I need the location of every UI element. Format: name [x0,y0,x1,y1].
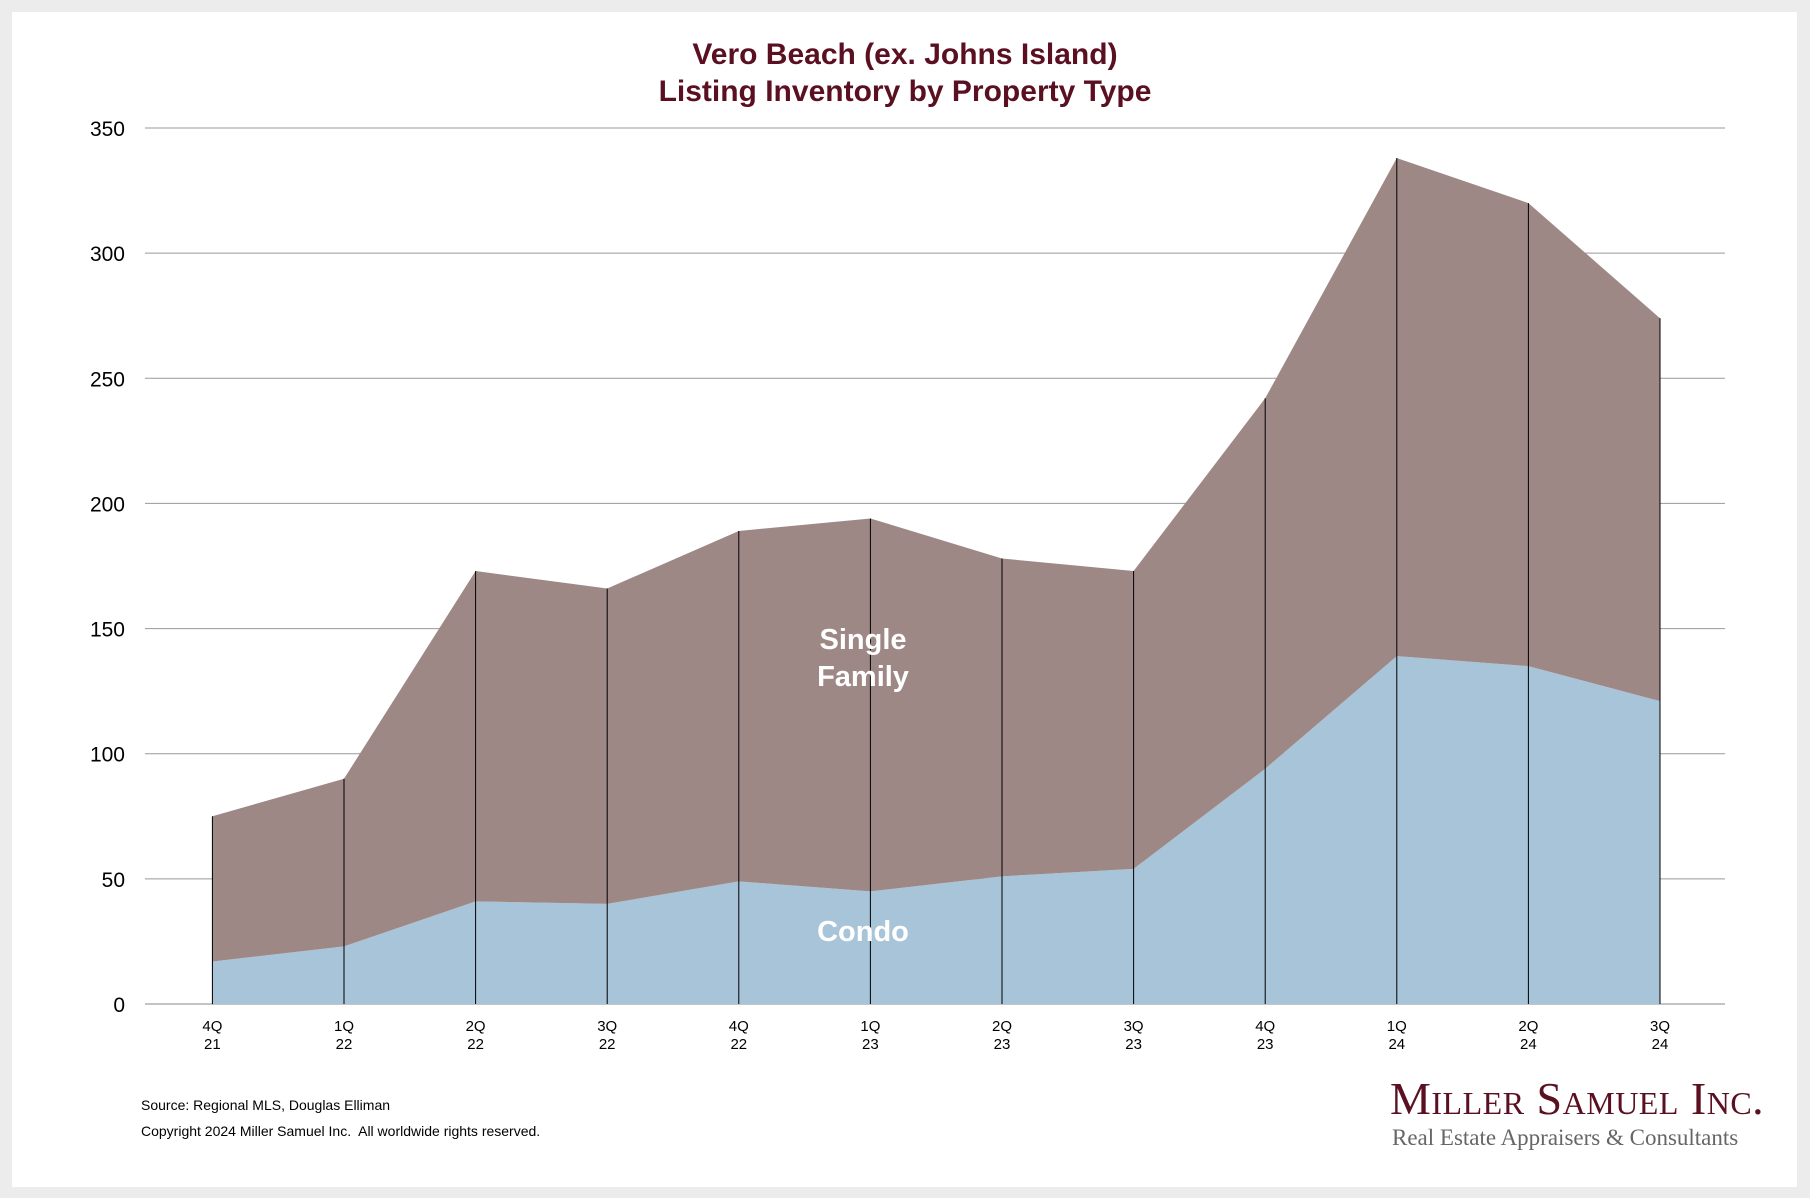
x-tick-label: 4Q [729,1018,749,1035]
x-tick-label: 4Q [202,1018,222,1035]
x-tick-label: 4Q [1255,1018,1275,1035]
x-tick-label: 23 [1125,1036,1142,1053]
company-logo-tagline: Real Estate Appraisers & Consultants [1392,1125,1739,1150]
title-line-1: Vero Beach (ex. Johns Island) [692,38,1118,71]
chart-title: Vero Beach (ex. Johns Island) Listing In… [0,36,1810,110]
copyright-note: Copyright 2024 Miller Samuel Inc. All wo… [141,1123,541,1139]
x-tick-label: 3Q [597,1018,617,1035]
y-tick-label: 100 [90,744,125,767]
x-tick-label: 2Q [466,1018,486,1035]
x-tick-label: 22 [336,1036,353,1053]
x-tick-label: 23 [1257,1036,1274,1053]
x-tick-label: 22 [730,1036,747,1053]
x-tick-label: 23 [862,1036,879,1053]
area-single-family [212,158,1660,962]
x-tick-label: 24 [1652,1036,1669,1053]
single-family-label: Family [817,661,909,693]
y-tick-label: 250 [90,368,125,391]
y-tick-label: 50 [102,869,125,892]
x-tick-label: 24 [1520,1036,1537,1053]
y-tick-label: 300 [90,243,125,266]
x-tick-label: 22 [467,1036,484,1053]
company-logo-name: Miller Samuel Inc. [1390,1073,1765,1124]
x-tick-label: 3Q [1650,1018,1670,1035]
title-line-2: Listing Inventory by Property Type [658,75,1152,108]
condo-label: Condo [817,916,909,948]
y-tick-label: 200 [90,493,125,516]
y-tick-label: 150 [90,619,125,642]
x-tick-label: 1Q [860,1018,880,1035]
y-tick-label: 350 [90,118,125,141]
x-tick-label: 22 [599,1036,616,1053]
x-tick-label: 21 [204,1036,221,1053]
x-tick-label: 3Q [1124,1018,1144,1035]
x-tick-label: 2Q [992,1018,1012,1035]
x-tick-label: 23 [994,1036,1011,1053]
single-family-label: Single [819,624,906,656]
area-condo [212,656,1660,1004]
x-tick-label: 1Q [334,1018,354,1035]
y-tick-label: 0 [113,994,125,1017]
x-tick-label: 2Q [1518,1018,1538,1035]
source-note: Source: Regional MLS, Douglas Elliman [141,1097,391,1113]
x-tick-label: 24 [1388,1036,1405,1053]
x-tick-label: 1Q [1387,1018,1407,1035]
